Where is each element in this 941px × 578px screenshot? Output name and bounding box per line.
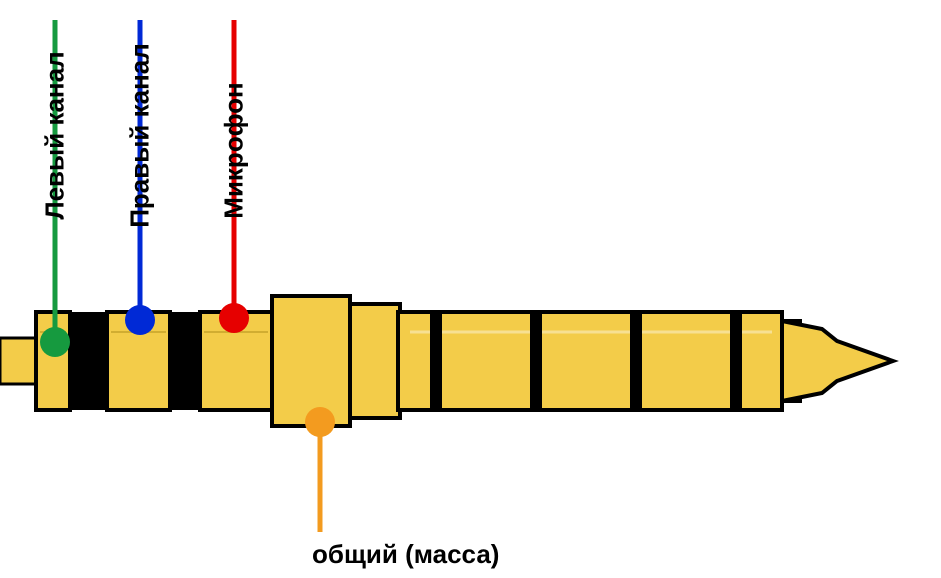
callout-label: Микрофон — [219, 31, 250, 271]
callout-label: общий (масса) — [312, 539, 499, 570]
callout-label: Левый канал — [40, 16, 71, 256]
callout-label: Правый канал — [125, 16, 156, 256]
